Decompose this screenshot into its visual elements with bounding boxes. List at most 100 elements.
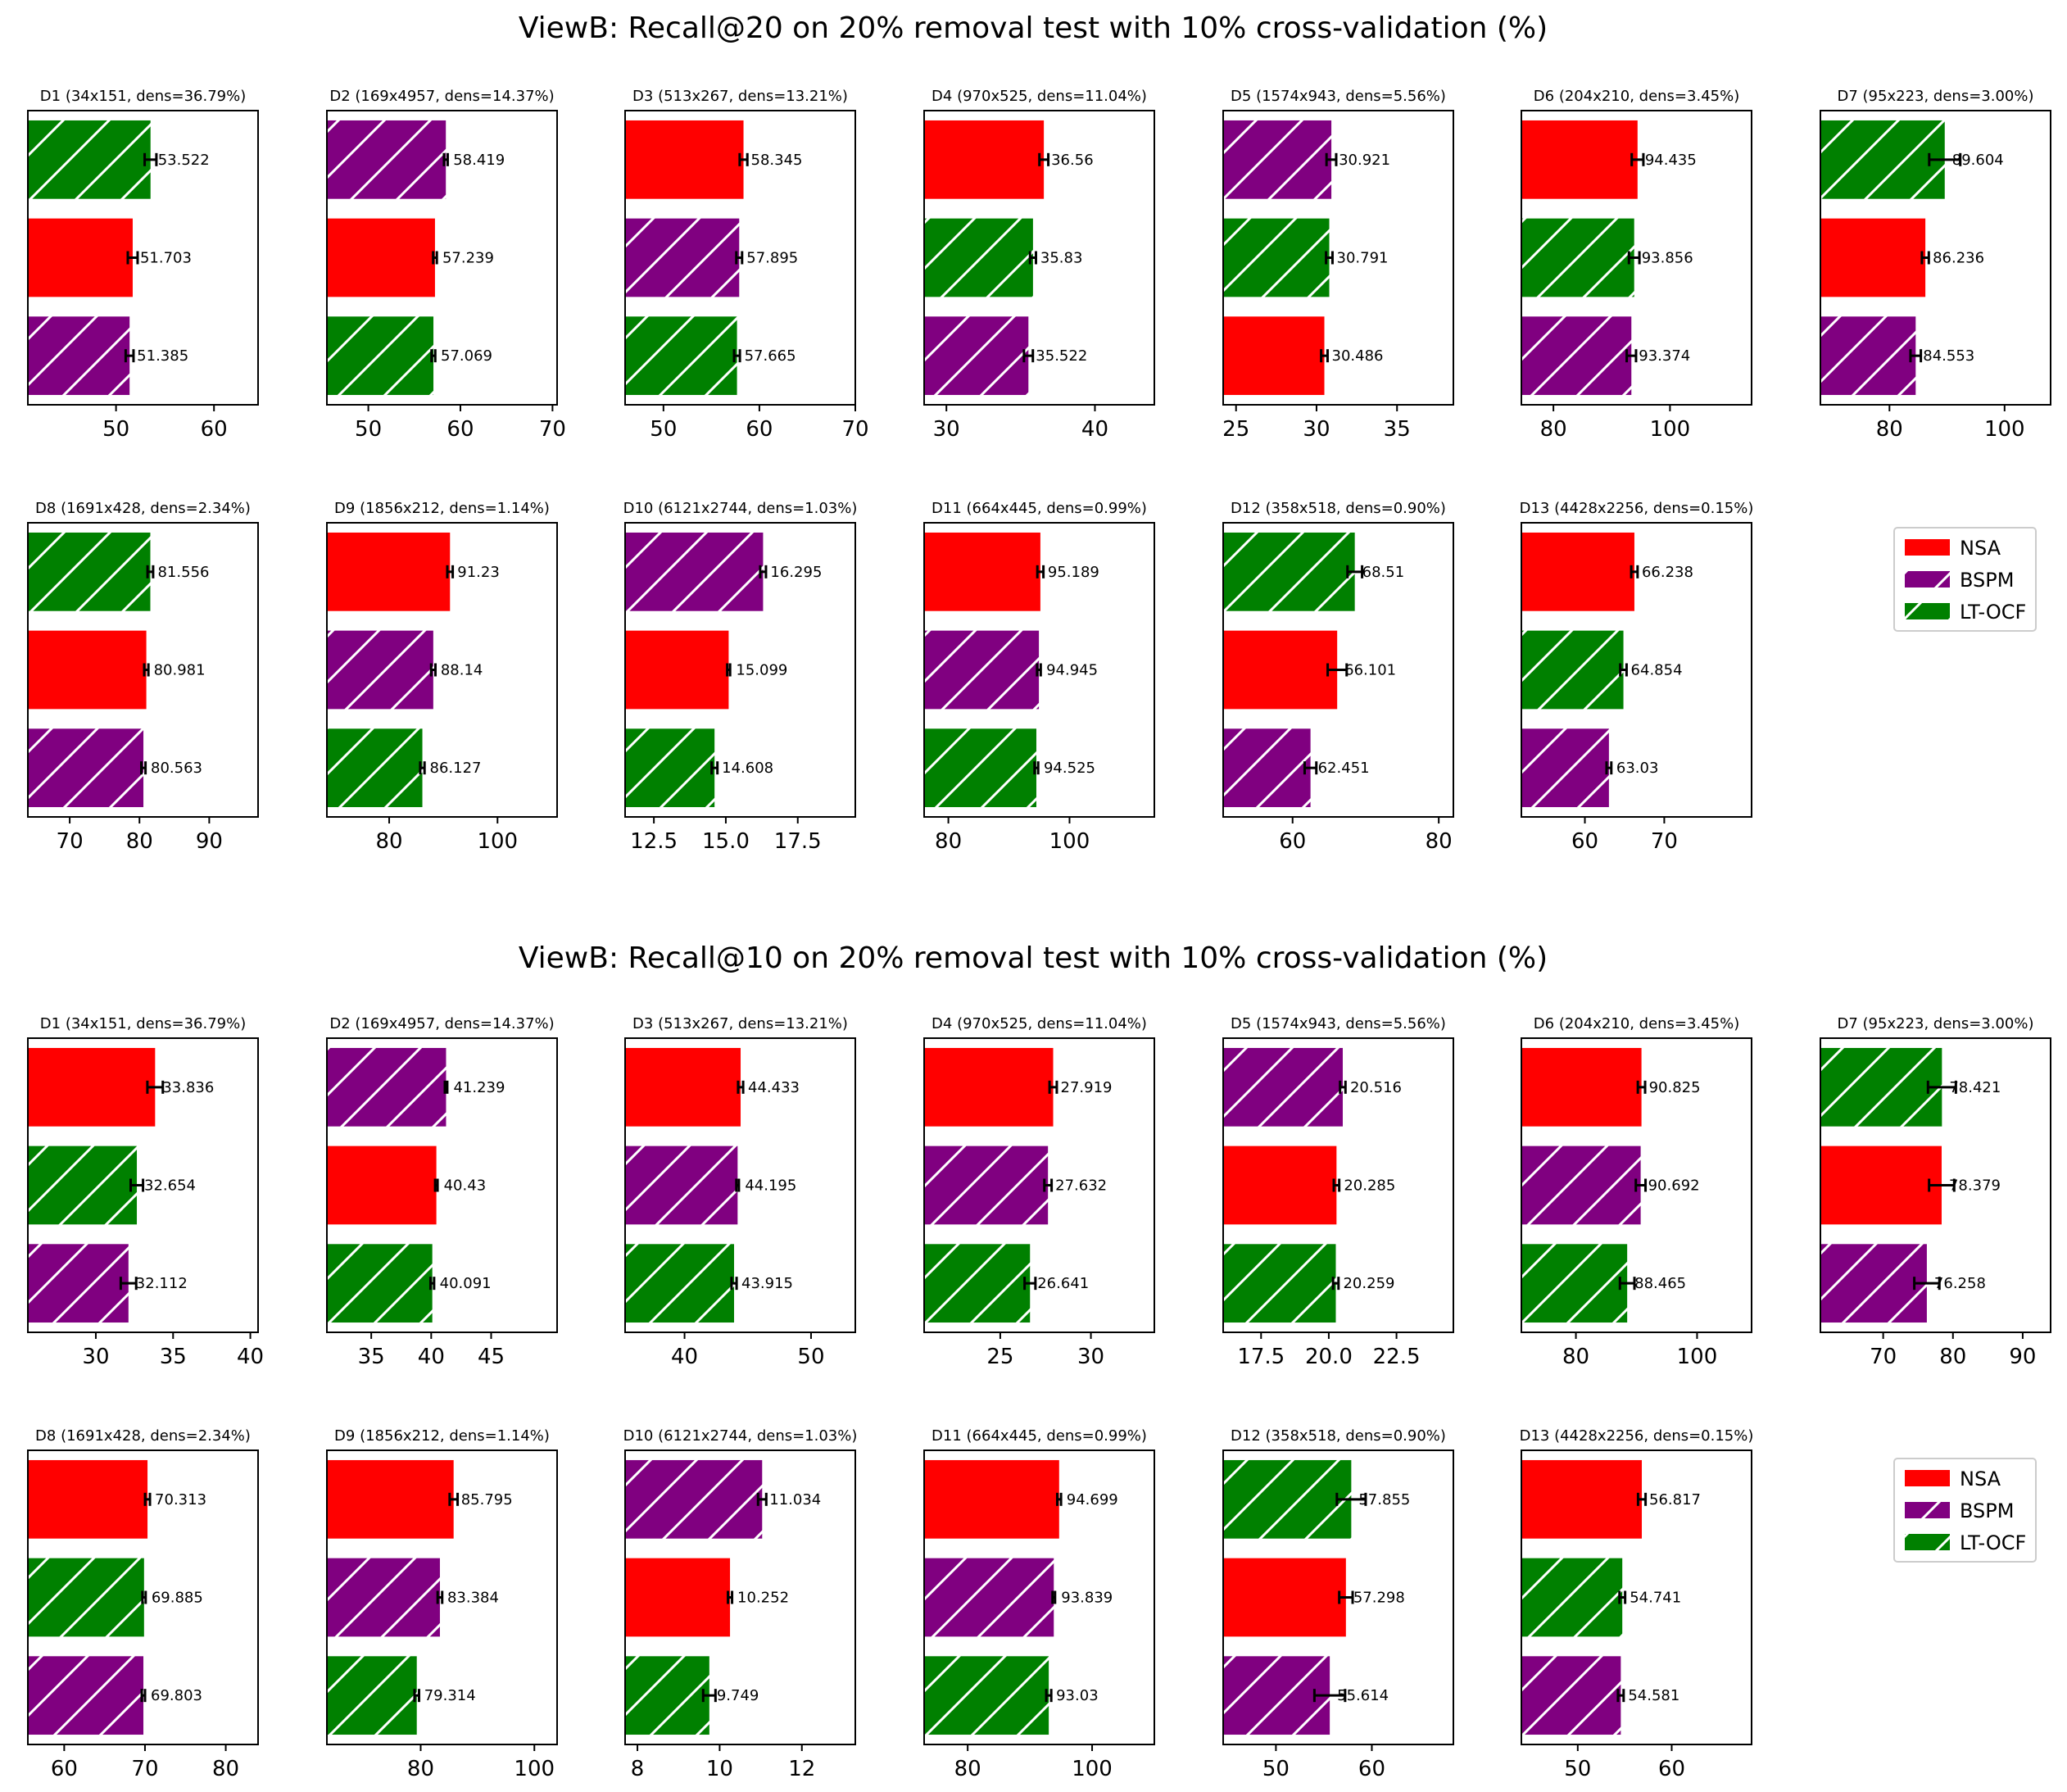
x-tick-label: 80 (954, 1757, 981, 1781)
axes-frame (1820, 1037, 2051, 1333)
bar-value-label: 81.556 (157, 564, 209, 581)
chart-title-recall20: ViewB: Recall@20 on 20% removal test wit… (519, 11, 1548, 45)
bar-value-label: 20.516 (1350, 1079, 1402, 1096)
bar-value-label: 30.486 (1332, 347, 1384, 365)
legend-label-bspm: BSPM (1960, 569, 2014, 592)
bar-nsa (1223, 1558, 1346, 1637)
bar-value-label: 80.563 (151, 760, 202, 777)
x-tick-label: 8 (631, 1757, 645, 1781)
axes-frame (923, 1037, 1155, 1333)
subplot-r10-d13: D13 (4428x2256, dens=0.15%) 56.817 54.741 5… (1520, 1427, 1754, 1781)
bar-nsa (28, 1459, 148, 1539)
subplot-title: D2 (169x4957, dens=14.37%) (329, 1015, 554, 1032)
subplot-r10-d10: D10 (6121x2744, dens=1.03%) 11.034 10.252 9… (623, 1427, 858, 1781)
x-tick-label: 100 (514, 1757, 555, 1781)
axes-frame (624, 110, 856, 406)
bar-value-label: 32.654 (144, 1177, 196, 1195)
subplot-title: D8 (1691x428, dens=2.34%) (35, 500, 251, 517)
bar-nsa (1223, 1146, 1337, 1225)
x-tick-label: 70 (539, 417, 566, 442)
bar-value-label: 51.703 (140, 250, 192, 267)
subplot-title: D9 (1856x212, dens=1.14%) (334, 1427, 550, 1445)
bar-value-label: 35.522 (1036, 347, 1087, 365)
bar-value-label: 78.379 (1949, 1177, 2001, 1195)
x-tick-label: 50 (355, 417, 382, 442)
bar-lt-ocf (924, 728, 1036, 808)
subplot-title: D1 (34x151, dens=36.79%) (40, 1015, 246, 1032)
bar-nsa (924, 120, 1045, 199)
bar-nsa (625, 1047, 741, 1127)
x-tick-label: 70 (57, 829, 84, 854)
axes-frame (624, 522, 856, 818)
bar-value-label: 15.099 (736, 662, 787, 679)
bar-value-label: 51.385 (137, 347, 188, 365)
bar-nsa (1223, 316, 1325, 396)
bar-bspm (1223, 1047, 1343, 1127)
bar-value-label: 57.855 (1358, 1491, 1410, 1508)
bar-lt-ocf (327, 316, 434, 396)
x-tick-label: 35 (358, 1345, 385, 1369)
bar-bspm (924, 316, 1029, 396)
bar-value-label: 41.239 (453, 1079, 505, 1096)
axes-frame (1222, 1037, 1454, 1333)
bar-bspm (28, 728, 144, 808)
subplot-r10-d7: D7 (95x223, dens=3.00%) 78.421 78.379 76.25… (1820, 1015, 2051, 1369)
subplot-r20-d3: D3 (513x267, dens=13.21%) 58.345 57.895 57.… (624, 88, 869, 442)
x-tick-label: 100 (1049, 829, 1090, 854)
bar-value-label: 27.919 (1061, 1079, 1113, 1096)
subplot-title: D10 (6121x2744, dens=1.03%) (623, 500, 858, 517)
bar-bspm (1223, 120, 1332, 199)
bar-value-label: 64.854 (1631, 662, 1683, 679)
x-tick-label: 12 (788, 1757, 815, 1781)
x-tick-label: 30 (933, 417, 960, 442)
subplot-r20-d8: D8 (1691x428, dens=2.34%) 81.556 80.981 80.… (27, 500, 259, 854)
bar-lt-ocf (924, 218, 1033, 297)
subplot-title: D5 (1574x943, dens=5.56%) (1231, 88, 1446, 105)
bar-value-label: 94.435 (1645, 152, 1697, 169)
subplot-r20-d5: D5 (1574x943, dens=5.56%) 30.921 30.791 30.… (1222, 88, 1454, 442)
bar-nsa (924, 1047, 1054, 1127)
bar-value-label: 32.112 (136, 1275, 188, 1292)
bar-nsa (327, 1459, 454, 1539)
bar-bspm (1521, 1146, 1641, 1225)
x-tick-label: 80 (375, 829, 402, 854)
bar-value-label: 30.921 (1339, 152, 1390, 169)
x-tick-label: 60 (201, 417, 228, 442)
subplot-title: D6 (204x210, dens=3.45%) (1534, 1015, 1739, 1032)
bar-lt-ocf (1521, 1244, 1628, 1323)
subplot-title: D4 (970x525, dens=11.04%) (932, 88, 1147, 105)
bar-value-label: 58.345 (751, 152, 803, 169)
bar-bspm (327, 630, 433, 710)
bar-nsa (1521, 120, 1638, 199)
x-tick-label: 80 (1876, 417, 1903, 442)
x-tick-label: 90 (2009, 1345, 2036, 1369)
bar-value-label: 57.665 (745, 347, 796, 365)
x-tick-label: 90 (196, 829, 223, 854)
axes-frame (624, 1449, 856, 1745)
bar-lt-ocf (1521, 1558, 1623, 1637)
bar-value-label: 57.298 (1353, 1590, 1405, 1607)
x-tick-label: 22.5 (1373, 1345, 1421, 1369)
x-tick-label: 30 (1303, 417, 1330, 442)
subplot-r10-d1: D1 (34x151, dens=36.79%) 33.836 32.654 32.1… (27, 1015, 264, 1369)
subplot-title: D4 (970x525, dens=11.04%) (932, 1015, 1147, 1032)
axes-frame (326, 522, 558, 818)
axes-frame (1222, 1449, 1454, 1745)
bar-bspm (625, 218, 740, 297)
bar-lt-ocf (625, 316, 737, 396)
axes-frame (1222, 522, 1454, 818)
bar-lt-ocf (924, 1244, 1031, 1323)
bar-value-label: 54.741 (1630, 1590, 1681, 1607)
bar-bspm (28, 1656, 144, 1735)
bar-value-label: 68.51 (1362, 564, 1405, 581)
x-tick-label: 30 (82, 1345, 109, 1369)
legend-label-ltocf: LT-OCF (1960, 1531, 2026, 1554)
bar-value-label: 91.23 (457, 564, 500, 581)
legend-recall10: NSA BSPM LT-OCF (1893, 1458, 2037, 1563)
x-tick-label: 40 (237, 1345, 264, 1369)
bar-value-label: 20.285 (1344, 1177, 1395, 1195)
bar-value-label: 94.699 (1067, 1491, 1118, 1508)
bar-lt-ocf (1820, 1047, 1942, 1127)
bar-value-label: 35.83 (1040, 250, 1083, 267)
